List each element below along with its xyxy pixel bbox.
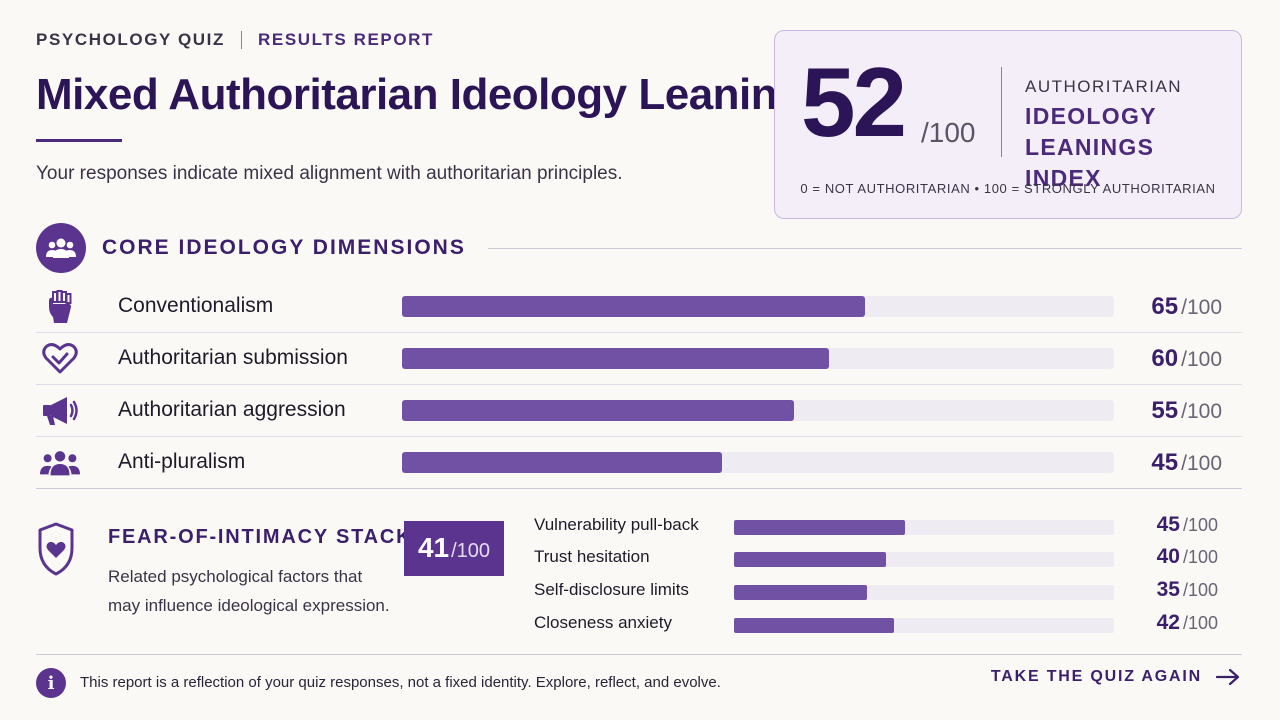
dimension-score-max: /100 (1181, 296, 1222, 319)
dimension-score: 55/100 (1151, 397, 1222, 425)
fear-score-badge: 41/100 (404, 521, 504, 576)
dimension-bar-track (402, 296, 1114, 317)
group-icon (40, 445, 80, 481)
megaphone-icon (40, 393, 80, 429)
dimension-score-max: /100 (1181, 348, 1222, 371)
dimension-score-max: /100 (1181, 452, 1222, 475)
dimension-score-value: 65 (1151, 293, 1179, 320)
page-subtitle: Your responses indicate mixed alignment … (36, 163, 623, 184)
fear-section-description: Related psychological factors that may i… (108, 567, 390, 615)
fear-factor-bar-fill (734, 520, 905, 535)
dimension-bar-track (402, 400, 1114, 421)
fear-factor-score-max: /100 (1182, 613, 1218, 633)
page-title: Mixed Authoritarian Ideology Leanings (36, 70, 828, 119)
dimension-score-value: 55 (1151, 397, 1179, 424)
fear-factor-score-max: /100 (1182, 580, 1218, 600)
dimension-bar-fill (402, 348, 830, 369)
fear-section-title: FEAR-OF-INTIMACY STACK (108, 526, 413, 548)
fear-score-max: /100 (451, 540, 491, 562)
arrow-right-icon (1216, 669, 1240, 685)
fear-factor-label: Closeness anxiety (534, 613, 672, 632)
score-label-top: AUTHORITARIAN (1025, 77, 1183, 96)
fear-factor-row: Closeness anxiety 42/100 (534, 609, 1242, 639)
fear-score-value: 41 (417, 532, 450, 563)
eyebrow-divider (241, 31, 242, 49)
fear-factor-score: 35/100 (1157, 578, 1218, 602)
overall-score: 52 (801, 47, 907, 157)
fear-factor-row: Vulnerability pull-back 45/100 (534, 511, 1242, 541)
dimension-score-value: 60 (1151, 345, 1179, 372)
score-card: 52 /100 AUTHORITARIAN IDEOLOGY LEANINGS … (774, 30, 1242, 219)
fear-factor-label: Vulnerability pull-back (534, 515, 699, 534)
dimension-row: Authoritarian aggression 55/100 (36, 385, 1242, 437)
fear-factor-score-value: 42 (1156, 611, 1180, 634)
heart-check-icon (40, 341, 80, 377)
dimension-bar-fill (402, 296, 865, 317)
section-divider (487, 247, 1242, 249)
dimension-score-value: 45 (1151, 449, 1179, 476)
dimension-row: Conventionalism 65/100 (36, 281, 1242, 333)
fear-factor-score-value: 45 (1156, 513, 1180, 536)
raised-fist-icon (40, 289, 80, 325)
dimension-label: Authoritarian aggression (118, 398, 346, 421)
dimension-row: Authoritarian submission 60/100 (36, 333, 1242, 385)
fear-factor-bar-fill (734, 552, 886, 567)
title-underline (36, 139, 122, 142)
dimension-label: Authoritarian submission (118, 346, 348, 369)
dimension-score: 60/100 (1151, 345, 1222, 373)
dimension-bar-track (402, 452, 1114, 473)
fear-factor-score: 42/100 (1157, 611, 1218, 635)
take-quiz-again-label: TAKE THE QUIZ AGAIN (990, 668, 1202, 685)
score-divider (1001, 67, 1002, 157)
dimension-score: 65/100 (1151, 293, 1222, 321)
fear-factor-label: Trust hesitation (534, 547, 650, 566)
fear-factor-row: Self-disclosure limits 35/100 (534, 576, 1242, 606)
fear-factor-bar-track (734, 520, 1114, 535)
footer-note: This report is a reflection of your quiz… (80, 674, 721, 691)
fear-factor-score-value: 40 (1156, 545, 1180, 568)
dimension-label: Anti-pluralism (118, 450, 246, 473)
take-quiz-again-button[interactable]: TAKE THE QUIZ AGAIN (991, 668, 1240, 686)
fear-factor-bar-track (734, 585, 1114, 600)
shield-heart-icon (36, 518, 76, 580)
score-scale-note: 0 = NOT AUTHORITARIAN • 100 = STRONGLY A… (800, 181, 1216, 196)
dimension-score: 45/100 (1151, 449, 1222, 477)
fear-factor-score-value: 35 (1156, 578, 1180, 601)
fear-factor-bar-fill (734, 618, 894, 633)
overall-score-max: /100 (921, 117, 976, 148)
fear-factor-bar-fill (734, 585, 867, 600)
core-section-title: CORE IDEOLOGY DIMENSIONS (102, 236, 466, 259)
fear-factor-label: Self-disclosure limits (534, 580, 689, 599)
fear-factor-bar-track (734, 552, 1114, 567)
dimension-bar-track (402, 348, 1114, 369)
info-icon: i (36, 668, 66, 698)
fear-factor-row: Trust hesitation 40/100 (534, 543, 1242, 573)
footer-divider (36, 654, 1242, 655)
fear-factor-score-max: /100 (1182, 547, 1218, 567)
score-label-main: IDEOLOGY LEANINGS INDEX (1025, 103, 1157, 191)
dimension-bar-fill (402, 400, 794, 421)
fear-factor-score: 45/100 (1157, 513, 1218, 537)
fear-factor-score-max: /100 (1182, 515, 1218, 535)
people-group-icon (36, 223, 86, 273)
fear-factor-score: 40/100 (1157, 545, 1218, 569)
dimension-label: Conventionalism (118, 294, 274, 317)
eyebrow-quiz: PSYCHOLOGY QUIZ (36, 30, 225, 49)
dimension-score-max: /100 (1181, 400, 1222, 423)
core-section-header: CORE IDEOLOGY DIMENSIONS (36, 223, 1242, 273)
fear-factor-bar-track (734, 618, 1114, 633)
eyebrow-report: RESULTS REPORT (258, 30, 435, 49)
dimension-row: Anti-pluralism 45/100 (36, 437, 1242, 489)
eyebrow: PSYCHOLOGY QUIZ RESULTS REPORT (36, 30, 434, 50)
dimension-bar-fill (402, 452, 723, 473)
